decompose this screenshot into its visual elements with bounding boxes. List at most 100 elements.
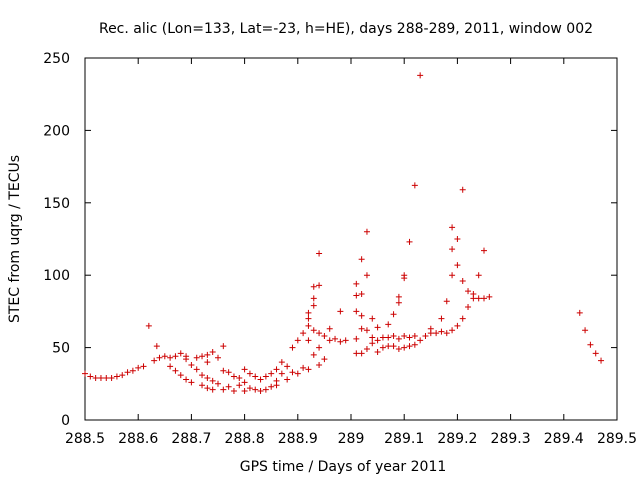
data-point (379, 344, 386, 351)
data-point (470, 295, 477, 302)
data-point (385, 321, 392, 328)
data-point (204, 375, 211, 382)
y-tick-label: 200 (43, 123, 70, 139)
data-point (353, 292, 360, 299)
data-point (598, 357, 605, 364)
data-point (262, 386, 269, 393)
data-point (87, 373, 94, 380)
x-tick-label: 289.5 (597, 431, 637, 447)
data-point (119, 372, 126, 379)
y-tick-label: 100 (43, 268, 70, 284)
data-point (316, 361, 323, 368)
data-point (481, 295, 487, 302)
data-point (316, 250, 323, 257)
data-point (459, 315, 466, 322)
data-point (188, 379, 195, 386)
data-point (183, 356, 190, 363)
data-point (411, 182, 418, 189)
data-point (358, 291, 365, 298)
data-point (278, 370, 285, 377)
data-point (161, 353, 168, 360)
data-point (465, 288, 472, 295)
data-point (369, 340, 376, 347)
data-point (310, 327, 317, 334)
data-point (363, 327, 370, 334)
data-point (310, 283, 317, 290)
data-point (145, 322, 152, 329)
data-point (422, 333, 429, 340)
data-point (406, 238, 413, 245)
data-point (278, 359, 285, 366)
data-point (252, 373, 259, 380)
data-point (294, 337, 301, 344)
data-point (486, 293, 493, 300)
data-point (167, 354, 174, 361)
data-point (225, 369, 232, 376)
data-point (97, 375, 104, 382)
data-point (475, 295, 482, 302)
data-point (300, 364, 307, 371)
data-point (268, 370, 275, 377)
data-point (199, 372, 206, 379)
data-point (582, 327, 589, 334)
y-tick-label: 250 (43, 51, 70, 67)
data-point (220, 343, 227, 350)
data-point (390, 311, 397, 318)
data-point (337, 308, 344, 315)
data-point (177, 350, 184, 357)
data-point (273, 382, 280, 389)
data-point (92, 375, 99, 382)
data-point (406, 343, 413, 350)
data-point (358, 256, 365, 263)
data-point (321, 356, 328, 363)
data-point (443, 298, 450, 305)
data-point (374, 337, 381, 344)
data-point (353, 350, 360, 357)
data-point (592, 350, 599, 357)
data-point (358, 325, 365, 332)
x-tick-label: 288.6 (118, 431, 158, 447)
data-point (465, 304, 472, 311)
data-point (156, 354, 163, 361)
data-point (433, 330, 440, 337)
data-point (220, 386, 227, 393)
y-axis-label: STEC from uqrg / TECUs (7, 155, 23, 323)
data-point (326, 337, 333, 344)
data-point (576, 309, 583, 316)
data-point (481, 247, 487, 254)
data-point (390, 333, 397, 340)
data-point (113, 373, 120, 380)
data-point (332, 335, 339, 342)
data-point (449, 272, 456, 279)
data-point (342, 337, 349, 344)
data-point (129, 367, 136, 374)
data-points (82, 72, 605, 395)
data-point (294, 370, 301, 377)
data-point (438, 315, 445, 322)
data-point (411, 333, 418, 340)
data-point (209, 386, 216, 393)
data-point (188, 361, 195, 368)
data-point (401, 333, 408, 340)
x-axis: 288.5 288.6 288.7 288.8 288.9 289 289.1 289.2 28… (65, 58, 637, 447)
data-point (353, 308, 360, 315)
data-point (305, 366, 312, 373)
data-point (204, 359, 211, 366)
data-point (443, 330, 450, 337)
data-point (209, 348, 216, 355)
data-point (417, 337, 424, 344)
x-tick-label: 288.9 (278, 431, 318, 447)
y-tick-label: 50 (52, 341, 70, 357)
data-point (449, 224, 456, 231)
data-point (326, 325, 333, 332)
data-point (395, 335, 402, 342)
data-point (284, 363, 291, 370)
data-point (395, 346, 402, 353)
data-point (374, 348, 381, 355)
data-point (310, 295, 317, 302)
x-tick-label: 289.3 (491, 431, 531, 447)
data-point (305, 322, 312, 329)
data-point (411, 341, 418, 348)
data-point (230, 388, 237, 395)
